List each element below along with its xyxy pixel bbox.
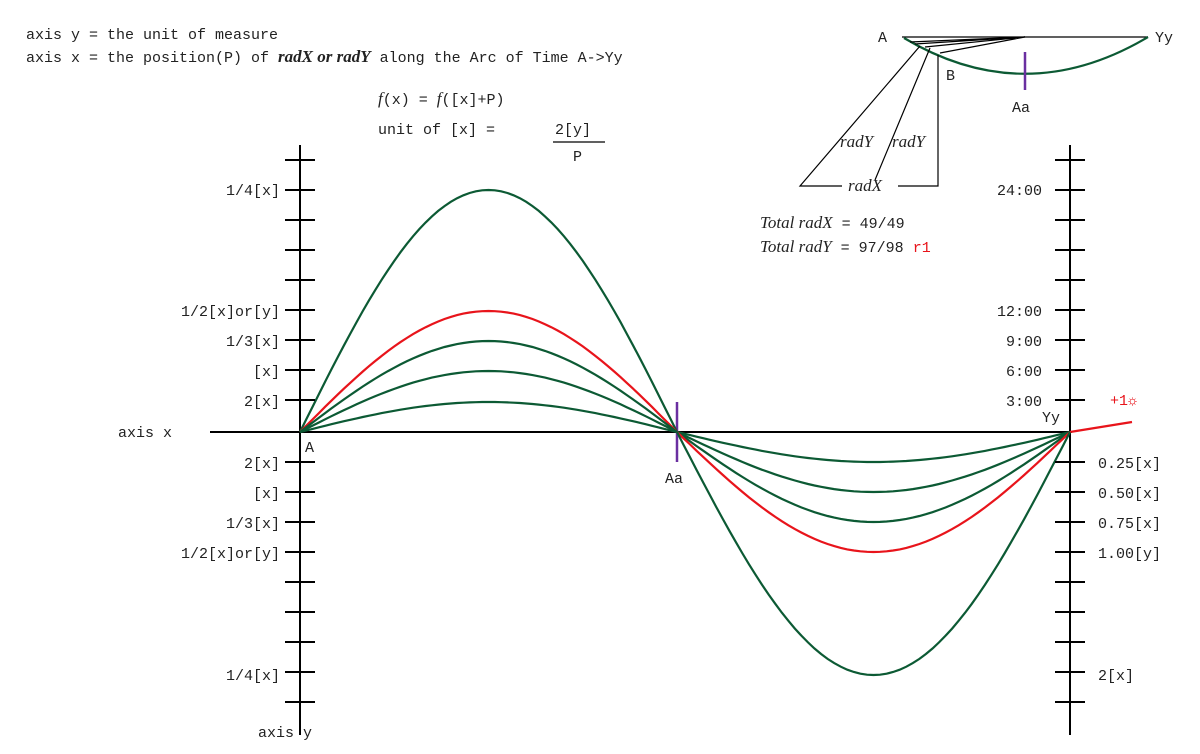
axis-label: axis y [258,725,312,742]
inset-label: radY [892,132,927,151]
curves [299,188,1071,677]
text: f [437,89,444,108]
curve [676,431,1071,554]
right-label: 1.00[y] [1098,546,1161,563]
formula: unit of [x] = [378,122,495,139]
inset-line [909,36,1026,54]
curve [676,431,1071,524]
right-label: 6:00 [1006,364,1042,381]
inset-label: B [946,68,955,85]
left-label: 1/3[x] [226,334,280,351]
text: along the Arc of Time A->Yy [371,50,623,67]
right-label: 9:00 [1006,334,1042,351]
heading: axis y = the unit of measure [26,27,278,44]
red-line [1069,420,1133,434]
right-label: 0.50[x] [1098,486,1161,503]
right-label: 24:00 [997,183,1042,200]
curve [299,400,678,434]
curve [676,430,1071,464]
curve [676,431,1071,677]
right-label: 3:00 [1006,394,1042,411]
left-label: [x] [253,486,280,503]
inset-label: radY [840,132,875,151]
text: (x) = [383,92,437,109]
left-label: 1/3[x] [226,516,280,533]
point-label: Aa [665,471,683,488]
left-label: 2[x] [244,456,280,473]
right-label: 0.75[x] [1098,516,1161,533]
curve [299,188,678,433]
text: Total radX [760,213,833,232]
inset-label: A [878,30,887,47]
text: radX or radY [278,47,372,66]
left-label: 1/4[x] [226,183,280,200]
text: f [378,89,385,108]
text: = 49/49 [833,216,905,233]
sun-label: +1☼ [1110,393,1137,410]
curve [299,369,678,433]
point-label: Yy [1042,410,1060,427]
left-label: 1/2[x]or[y] [181,304,280,321]
text: +1 [1110,393,1128,410]
text: = 97/98 [832,240,913,257]
point-label: A [305,440,314,457]
right-label: 0.25[x] [1098,456,1161,473]
inset-line [798,45,939,187]
inset-label: Yy [1155,30,1173,47]
heading: axis x = the position(P) of radX or radY… [26,47,623,67]
curve [299,339,678,433]
formula: 2[y] [555,122,591,139]
curve [676,431,1071,494]
inset-label: Aa [1012,100,1030,117]
formula: P [573,149,582,166]
left-label: 1/2[x]or[y] [181,546,280,563]
curve [299,309,678,433]
text: ☼ [1128,393,1137,410]
text: r1 [913,240,931,257]
axis-label: axis x [118,425,172,442]
total: Total radY = 97/98 r1 [760,237,931,257]
left-label: 1/4[x] [226,668,280,685]
ticks [285,159,1085,703]
inset-label: radX [848,176,883,195]
left-label: 2[x] [244,394,280,411]
left-label: [x] [253,364,280,381]
text: Total radY [760,237,833,256]
formula: f(x) = f([x]+P) [378,89,505,109]
right-label: 12:00 [997,304,1042,321]
text: ([x]+P) [441,92,504,109]
right-label: 2[x] [1098,668,1134,685]
text: axis x = the position(P) of [26,50,278,67]
total: Total radX = 49/49 [760,213,905,233]
